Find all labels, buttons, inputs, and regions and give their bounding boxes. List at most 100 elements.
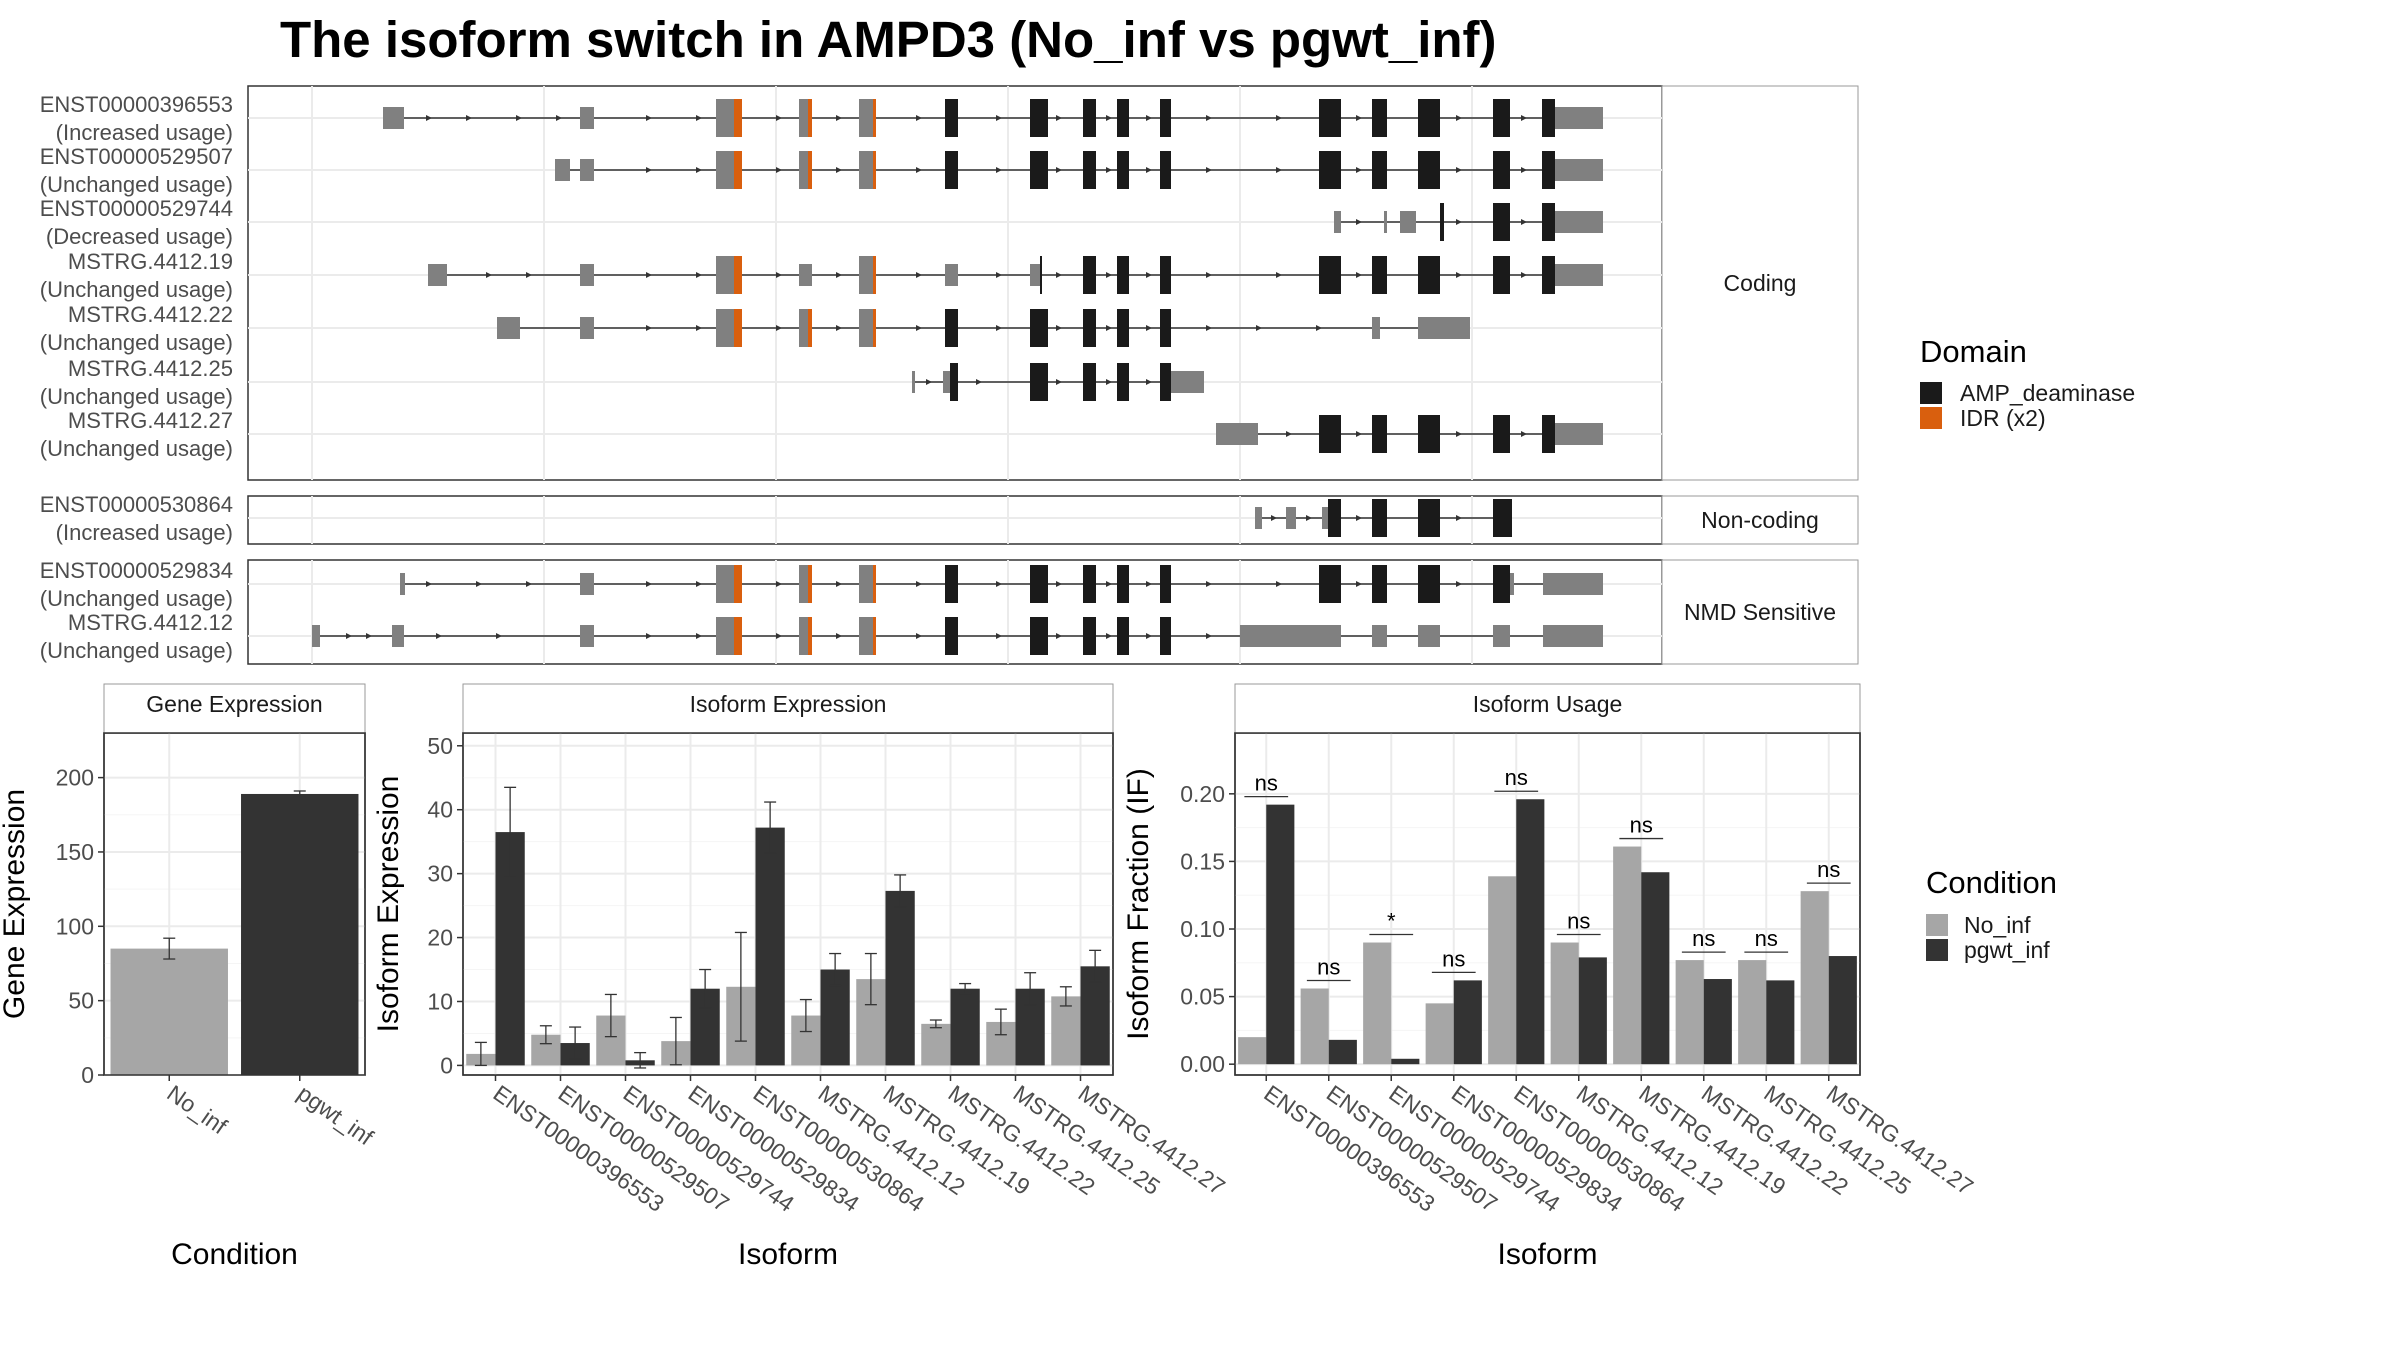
x-axis-label: Isoform [738, 1238, 838, 1271]
exon [873, 151, 876, 189]
exon [400, 573, 405, 595]
condition-legend-label: No_inf [1964, 912, 2031, 938]
strand-arrow [556, 115, 562, 121]
strand-arrow [526, 272, 532, 278]
coding-exon [1372, 99, 1387, 137]
exon [1372, 317, 1380, 339]
exon [799, 151, 808, 189]
bar [1328, 1039, 1357, 1065]
coding-exon [945, 617, 958, 655]
chart-panel-strip [103, 683, 366, 734]
chart-frame [462, 732, 1114, 1076]
strand-arrow [1456, 167, 1462, 173]
coding-exon [1083, 256, 1096, 294]
strand-arrow [996, 115, 1002, 121]
coding-exon [1493, 499, 1512, 537]
coding-exon [945, 99, 958, 137]
y-tick-label: 20 [427, 925, 453, 951]
exon [808, 617, 812, 655]
strand-arrow [1356, 431, 1362, 437]
exon [1418, 317, 1470, 339]
coding-exon [1030, 309, 1048, 347]
strand-arrow [1146, 167, 1152, 173]
strand-arrow [1316, 325, 1322, 331]
strand-arrow [836, 633, 842, 639]
coding-exon [1372, 415, 1387, 453]
utr-exon [1555, 264, 1603, 286]
bar [1641, 872, 1670, 1065]
chart-panel-title: Isoform Usage [1473, 691, 1623, 717]
bar [1703, 979, 1732, 1065]
exon [912, 371, 915, 393]
strand-arrow [1146, 581, 1152, 587]
bar [1300, 988, 1329, 1065]
strand-arrow [1106, 379, 1112, 385]
exon [734, 99, 742, 137]
strand-arrow [1456, 515, 1462, 521]
significance-label: ns [1505, 765, 1528, 790]
transcript-usage-label: (Unchanged usage) [40, 384, 233, 409]
exon [734, 256, 742, 294]
transcript-id-label: MSTRG.4412.12 [68, 610, 233, 635]
strip-label-0: Coding [1724, 270, 1797, 296]
strand-arrow [696, 167, 702, 173]
transcript-id-label: ENST00000529744 [40, 196, 233, 221]
strand-arrow [1206, 272, 1212, 278]
strand-arrow [496, 633, 502, 639]
strand-arrow [1146, 272, 1152, 278]
exon [1255, 507, 1262, 529]
exon [383, 107, 404, 129]
bar [1613, 846, 1642, 1065]
exon [1334, 211, 1341, 233]
strand-arrow [646, 167, 652, 173]
strand-arrow [776, 581, 782, 587]
strand-arrow [1276, 167, 1282, 173]
coding-exon [1030, 565, 1048, 603]
strand-arrow [1106, 272, 1112, 278]
strand-arrow [836, 325, 842, 331]
strand-arrow [1456, 115, 1462, 121]
coding-exon [1160, 151, 1171, 189]
strand-arrow [776, 167, 782, 173]
exon [716, 151, 734, 189]
coding-exon [1319, 565, 1341, 603]
y-axis-label: Gene Expression [0, 789, 31, 1019]
exon [1372, 625, 1387, 647]
transcript-id-label: MSTRG.4412.25 [68, 356, 233, 381]
exon [859, 565, 873, 603]
coding-exon [1117, 256, 1129, 294]
chart-plot-area [462, 732, 1114, 1076]
exon [1543, 625, 1603, 647]
bar [1800, 891, 1829, 1065]
chart-frame [103, 732, 366, 1076]
bar [1578, 957, 1607, 1065]
strand-arrow [1106, 581, 1112, 587]
coding-exon [1030, 363, 1048, 401]
exon [799, 99, 808, 137]
transcript-id-label: ENST00000529834 [40, 558, 233, 583]
structure-panel-2: NMD Sensitive ENST00000529834 (Unchanged u… [40, 558, 1859, 665]
exon [873, 99, 876, 137]
strand-arrow [516, 115, 522, 121]
figure-title: The isoform switch in AMPD3 (No_inf vs p… [280, 11, 1497, 68]
bar [1828, 956, 1857, 1065]
exon [1185, 371, 1204, 393]
coding-exon [950, 363, 958, 401]
coding-exon [1372, 499, 1387, 537]
structure-panel-frame [247, 495, 1663, 545]
exon [734, 309, 742, 347]
strand-arrow [1056, 115, 1062, 121]
bar [1238, 1037, 1267, 1065]
coding-exon [1372, 151, 1387, 189]
strand-arrow [1276, 115, 1282, 121]
condition-legend-swatch [1926, 939, 1948, 961]
strand-arrow [476, 581, 482, 587]
strand-arrow [486, 272, 492, 278]
strand-arrow [646, 581, 652, 587]
y-tick-label: 100 [56, 913, 94, 939]
strand-arrow [996, 272, 1002, 278]
x-axis-label: Condition [171, 1238, 298, 1271]
utr-exon [1555, 159, 1603, 181]
coding-exon [1418, 99, 1440, 137]
coding-exon [1440, 203, 1444, 241]
